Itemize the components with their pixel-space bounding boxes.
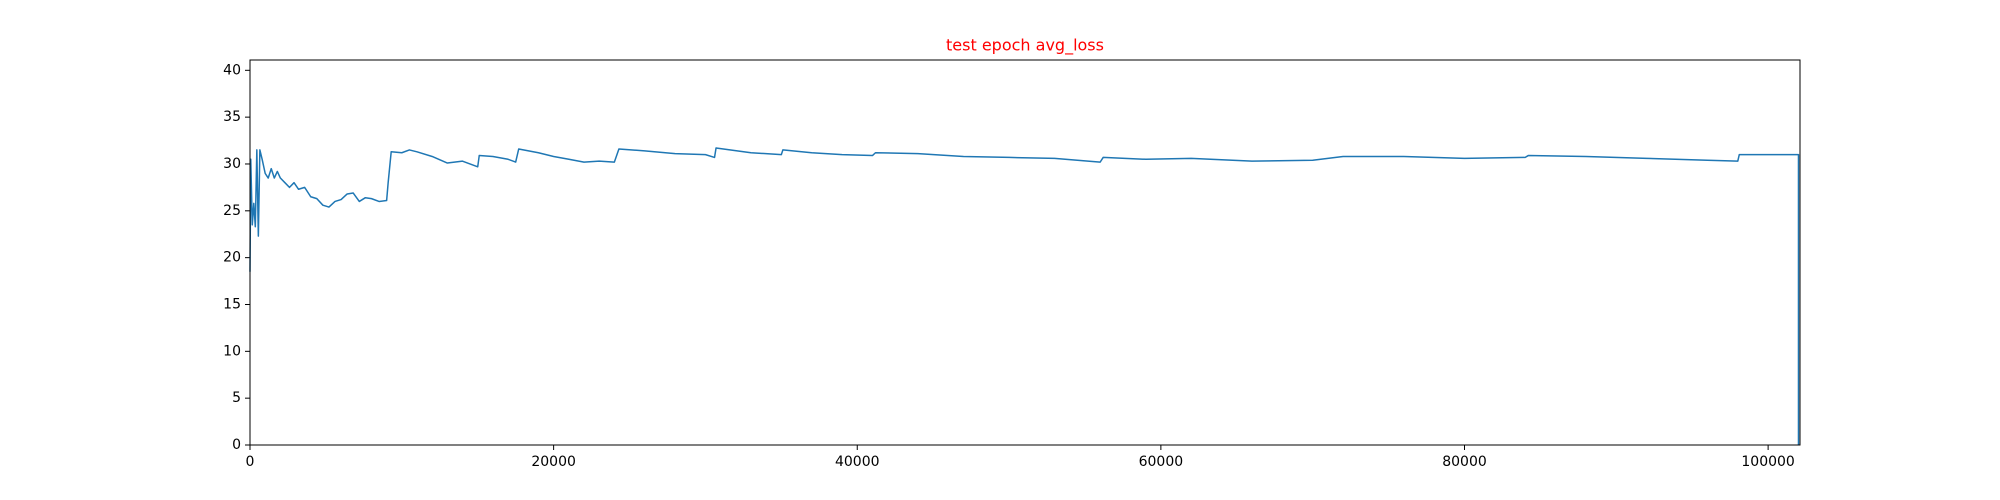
y-tick-label: 25 [223,203,241,219]
x-tick-label: 0 [246,454,255,470]
plot-frame [249,59,1801,446]
y-tick-label: 0 [232,437,241,453]
x-tick-label: 80000 [1442,454,1487,470]
x-tick-label: 40000 [835,454,880,470]
y-tick-label: 35 [223,109,241,125]
y-tick-label: 10 [223,343,241,359]
y-tick-label: 30 [223,156,241,172]
y-tick-label: 40 [223,62,241,78]
data-line [249,147,1800,445]
y-tick-label: 15 [223,296,241,312]
y-tick-label: 20 [223,250,241,266]
x-tick-label: 20000 [531,454,576,470]
y-tick-label: 5 [232,390,241,406]
x-tick-label: 100000 [1741,454,1794,470]
chart-title: test epoch avg_loss [946,36,1104,56]
x-tick-label: 60000 [1139,454,1184,470]
